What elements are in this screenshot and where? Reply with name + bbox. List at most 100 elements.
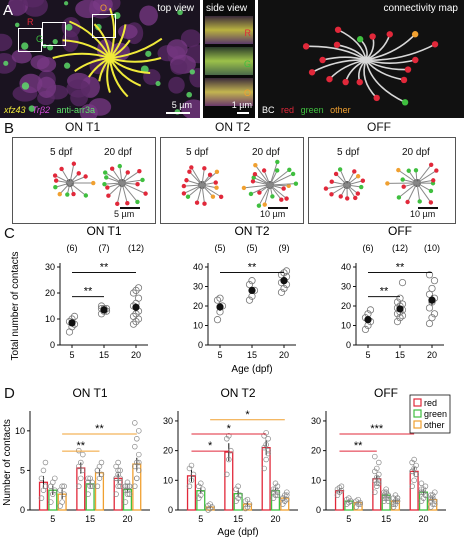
data-point xyxy=(263,456,269,463)
dendrite xyxy=(121,182,138,185)
y-tick-label: 10 xyxy=(341,321,351,331)
data-point xyxy=(430,501,436,507)
contact-marker xyxy=(428,200,434,205)
contact-marker xyxy=(353,195,358,201)
data-point xyxy=(85,491,91,497)
data-point xyxy=(425,271,434,279)
bc-dendrite xyxy=(365,33,416,61)
contact-marker xyxy=(326,75,333,83)
x-tick-label: 15 xyxy=(85,514,95,524)
b-scalebar-0 xyxy=(120,207,140,209)
data-point xyxy=(94,467,101,474)
chart-c-2: OFF (6) (12) (10) 0 10 20 30 40 5 15 20 ** ** xyxy=(341,224,444,360)
contact-marker xyxy=(352,169,357,174)
dendrite xyxy=(346,184,359,194)
data-point xyxy=(420,489,427,495)
legend-red: red xyxy=(281,105,295,115)
data-point xyxy=(207,501,213,507)
contact-marker xyxy=(275,159,280,165)
data-point xyxy=(132,420,138,426)
data-point xyxy=(198,480,204,487)
contact-marker xyxy=(71,191,76,197)
data-point xyxy=(413,471,419,478)
dendrite xyxy=(269,184,284,190)
arr3a-puncta xyxy=(63,1,69,6)
data-point xyxy=(117,475,123,482)
data-point xyxy=(430,310,439,318)
contact-marker xyxy=(102,170,108,175)
contact-marker xyxy=(261,168,267,173)
chart-d-1: ON T2 0 10 20 30 5 15 20 * * * Age (dpf) xyxy=(163,386,298,538)
data-point xyxy=(265,435,271,442)
contact-marker xyxy=(214,185,219,190)
data-point xyxy=(70,312,79,321)
y-axis-label: Total number of contacts xyxy=(10,252,21,361)
y-tick-label: 30 xyxy=(193,282,203,292)
data-point xyxy=(418,489,425,495)
contact-marker xyxy=(287,167,292,173)
arr3a-puncta xyxy=(21,82,30,90)
data-point xyxy=(136,467,142,474)
y-tick-label: 0 xyxy=(346,340,351,350)
data-point xyxy=(361,325,370,334)
bipolar-dendrite xyxy=(109,57,142,87)
contact-marker xyxy=(115,201,120,207)
b-scalebar-label-2: 10 µm xyxy=(410,209,436,219)
data-point xyxy=(122,499,129,505)
contact-marker xyxy=(76,171,81,176)
data-point xyxy=(136,459,142,466)
dendrite xyxy=(106,176,123,184)
top-view-scalebar xyxy=(166,112,190,114)
data-point xyxy=(136,451,142,458)
dendrite xyxy=(269,169,290,186)
data-point xyxy=(190,471,197,478)
arr3a-puncta xyxy=(42,43,47,49)
b-age-0b: 20 dpf xyxy=(104,147,132,158)
data-point xyxy=(117,483,123,489)
data-point xyxy=(422,492,429,498)
data-point xyxy=(42,483,49,489)
data-point xyxy=(129,289,138,297)
contact-marker xyxy=(185,194,191,199)
data-point xyxy=(374,474,380,481)
bc-dendrite xyxy=(365,59,409,71)
data-point xyxy=(280,501,286,507)
side-view-scalebar-label: 1 µm xyxy=(231,100,252,110)
sig-label: ** xyxy=(380,286,389,298)
y-tick-label: 0 xyxy=(168,505,173,515)
data-point xyxy=(265,450,271,457)
chart-c-1: ON T2 (5) (5) (9) 0 10 20 30 40 5 15 20 ** Age (dpf) xyxy=(193,224,296,375)
data-point xyxy=(381,498,387,504)
data-point xyxy=(390,504,397,510)
data-point xyxy=(272,492,279,498)
data-point xyxy=(224,435,230,442)
bc-dendrite xyxy=(365,43,436,61)
dendrite xyxy=(119,166,123,184)
data-point xyxy=(274,483,281,489)
contact-marker xyxy=(404,66,412,73)
data-point xyxy=(374,465,380,472)
data-point xyxy=(113,491,119,497)
contact-marker xyxy=(91,180,96,186)
side-view-scalebar xyxy=(237,112,249,114)
data-point xyxy=(94,483,101,489)
dendrite xyxy=(416,179,434,184)
data-point xyxy=(196,483,202,489)
cone-nucleus xyxy=(21,0,45,8)
data-point xyxy=(80,451,86,458)
data-point xyxy=(216,294,224,302)
b-scalebar-2 xyxy=(418,207,438,209)
data-point xyxy=(98,459,105,466)
mean-point xyxy=(280,277,288,285)
contact-marker xyxy=(83,174,88,179)
data-point xyxy=(136,428,142,434)
panel-c-charts: ON T1 (6) (7) (12) 0 10 20 30 5 15 20 ** ** Total num… xyxy=(10,224,444,375)
data-point xyxy=(376,471,382,478)
contact-marker xyxy=(428,162,434,167)
cone-nucleus xyxy=(166,39,188,59)
contact-marker xyxy=(71,161,77,166)
data-point xyxy=(261,444,267,451)
contact-marker xyxy=(207,172,213,178)
y-tick-label: 20 xyxy=(193,301,203,311)
data-point xyxy=(233,498,239,504)
